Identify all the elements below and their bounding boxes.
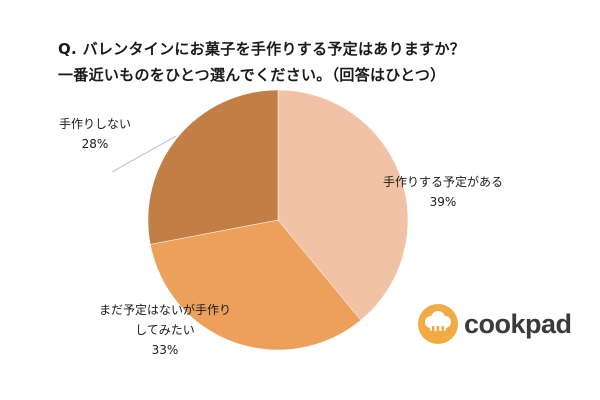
leader-line-not-make	[111, 135, 177, 173]
slice-label-plan-to-make: 手作りする予定がある 39%	[358, 172, 528, 212]
cookpad-logo: cookpad	[418, 300, 572, 348]
brand-name: cookpad	[464, 308, 572, 339]
slice-label-plan-to-make-percent: 39%	[429, 195, 457, 209]
pie-slice-want-to-try	[150, 219, 362, 351]
slice-label-not-make-text: 手作りしない	[58, 117, 131, 131]
slice-label-want-to-try-line2: してみたい	[135, 323, 195, 337]
pie-slice-not-make	[147, 89, 279, 245]
slice-label-not-make: 手作りしない 28%	[45, 114, 145, 154]
slice-label-not-make-percent: 28%	[81, 137, 109, 151]
slice-label-want-to-try-line1: まだ予定はないが手作り	[98, 303, 231, 317]
pie-slice-plan-to-make	[277, 89, 409, 321]
chart-title-line-1: Q. バレンタインにお菓子を手作りする予定はありますか？	[58, 40, 466, 58]
slice-label-want-to-try: まだ予定はないが手作り してみたい 33%	[80, 300, 250, 360]
chef-hat-icon	[418, 304, 458, 344]
slice-label-want-to-try-percent: 33%	[151, 343, 179, 357]
chart-title-line-2: 一番近いものをひとつ選んでください。（回答はひとつ）	[58, 66, 446, 84]
slice-label-plan-to-make-text: 手作りする予定がある	[382, 175, 503, 189]
